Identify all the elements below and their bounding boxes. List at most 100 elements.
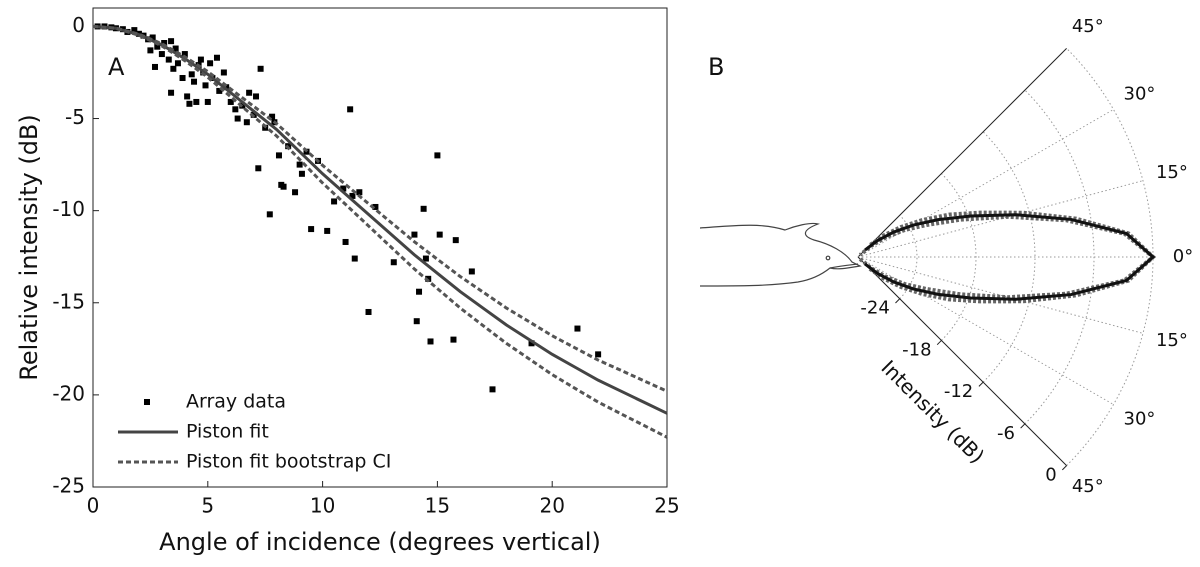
x-axis-label: Angle of incidence (degrees vertical) [159, 528, 601, 556]
legend-label: Array data [186, 391, 286, 413]
data-point [365, 308, 372, 315]
grid-ray [857, 256, 1144, 334]
r-tick [1020, 423, 1026, 429]
data-point [266, 211, 273, 218]
theta-tick-label: 15° [1156, 162, 1188, 183]
data-point [574, 325, 581, 332]
legend-label: Piston fit bootstrap CI [186, 451, 391, 473]
data-point [416, 288, 423, 295]
data-point [340, 185, 347, 192]
r-tick-label: -6 [997, 423, 1015, 444]
x-tick-label: 0 [87, 494, 100, 518]
data-point [207, 60, 214, 67]
grid-arc [1066, 48, 1154, 466]
r-tick [895, 298, 901, 304]
r-tick [978, 381, 984, 387]
r-tick-label: -24 [860, 298, 889, 319]
data-point [342, 238, 349, 245]
data-point [372, 203, 379, 210]
r-tick-label: -12 [944, 381, 973, 402]
data-point [154, 43, 161, 50]
data-point [427, 338, 434, 345]
grid-arc [941, 173, 977, 341]
data-point [168, 38, 175, 45]
data-point [331, 198, 338, 205]
data-point [292, 189, 299, 196]
r-tick [1062, 465, 1067, 471]
data-point [202, 82, 209, 89]
data-point [220, 69, 227, 76]
axis-edge [857, 256, 1067, 466]
data-point [324, 227, 331, 234]
data-point [296, 161, 303, 168]
r-tick [936, 340, 942, 346]
data-point [147, 47, 154, 54]
data-point [193, 98, 200, 105]
data-point [213, 54, 220, 61]
data-point [149, 34, 156, 41]
data-point [158, 51, 165, 58]
grid-ray [857, 109, 1114, 258]
data-point [188, 71, 195, 78]
data-point [246, 89, 253, 96]
theta-tick-label: 30° [1124, 409, 1156, 430]
data-point [181, 51, 188, 58]
data-point [170, 65, 177, 72]
data-point [434, 152, 441, 159]
data-point [227, 98, 234, 105]
data-point [232, 106, 239, 113]
y-tick-label: -25 [52, 474, 85, 498]
theta-tick-label: 15° [1156, 330, 1188, 351]
data-point [595, 351, 602, 358]
data-point [234, 115, 241, 122]
x-tick-label: 20 [539, 494, 564, 518]
axis-edge [857, 48, 1067, 258]
y-tick-label: -10 [52, 197, 85, 221]
r-tick-label: -18 [902, 339, 931, 360]
x-tick-label: 25 [654, 494, 679, 518]
data-point [186, 100, 193, 107]
data-point [280, 183, 287, 190]
theta-tick-label: 45° [1072, 476, 1104, 497]
data-point [253, 93, 260, 100]
data-point [197, 56, 204, 63]
y-axis-label: Relative intensity (dB) [15, 114, 43, 381]
y-tick-label: -5 [65, 105, 85, 129]
data-point [422, 255, 429, 262]
data-point [528, 340, 535, 347]
data-point [216, 87, 223, 94]
legend-label: Piston fit [186, 421, 269, 443]
r-axis-label: Intensity (dB) [876, 355, 989, 468]
data-point [436, 231, 443, 238]
grid-arc [1024, 89, 1095, 425]
data-point [275, 152, 282, 159]
data-point [165, 56, 172, 63]
data-point [308, 226, 315, 233]
data-point [184, 93, 191, 100]
dolphin [699, 222, 862, 287]
data-point [489, 386, 496, 393]
data-point [356, 189, 363, 196]
theta-tick-label: 30° [1124, 84, 1156, 105]
data-point [411, 231, 418, 238]
y-tick-label: -15 [52, 289, 85, 313]
plot-frame [92, 7, 668, 488]
legend-marker [144, 399, 150, 405]
data-point [131, 27, 138, 34]
data-point [450, 336, 457, 343]
y-tick-label: -20 [52, 381, 85, 405]
data-point [168, 89, 175, 96]
data-point [243, 119, 250, 126]
data-point [269, 113, 276, 120]
fit-line [92, 24, 668, 415]
data-point [468, 268, 475, 275]
data-point [204, 98, 211, 105]
data-point [349, 192, 356, 199]
r-tick-label: 0 [1045, 464, 1056, 485]
x-tick-label: 5 [201, 494, 214, 518]
data-point [298, 170, 305, 177]
fit-line [92, 24, 668, 439]
theta-tick-label: 45° [1072, 16, 1104, 37]
data-point [413, 318, 420, 325]
